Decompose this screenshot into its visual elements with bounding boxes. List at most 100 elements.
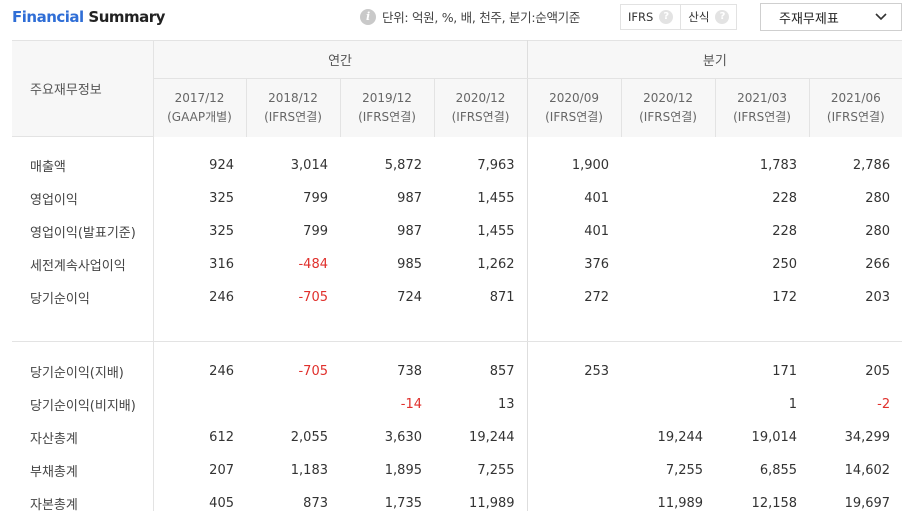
value-cell: 1,455 bbox=[477, 223, 515, 239]
chevron-down-icon bbox=[875, 13, 887, 21]
value-cell bbox=[621, 388, 715, 421]
value-cell: 272 bbox=[526, 280, 622, 314]
value-cell: 738 bbox=[397, 363, 422, 379]
column-header: 2018/12 (IFRS연결) bbox=[245, 78, 340, 137]
table-row[interactable]: 영업이익(발표기준) 325 799 987 1,455 401 228 280 bbox=[12, 214, 902, 248]
table-row[interactable]: 자본총계 405 873 1,735 11,989 11,989 12,158 19,697 bbox=[12, 486, 902, 511]
value-cell: -14 bbox=[400, 396, 422, 412]
value-cell: 7,255 bbox=[665, 462, 704, 478]
formula-option[interactable]: 산식 ? bbox=[680, 5, 736, 29]
value-cell: 228 bbox=[772, 223, 798, 239]
value-cell: 11,989 bbox=[469, 495, 515, 511]
value-cell: 246 bbox=[152, 354, 246, 388]
column-basis: (GAAP개별) bbox=[167, 109, 232, 124]
column-header: 2020/09 (IFRS연결) bbox=[526, 78, 622, 137]
column-period: 2018/12 bbox=[268, 90, 318, 105]
value-cell bbox=[621, 149, 715, 182]
value-cell: 857 bbox=[489, 363, 515, 379]
value-cell: 1 bbox=[788, 396, 798, 412]
value-cell bbox=[621, 182, 715, 215]
table-row[interactable]: 당기순이익(지배) 246 -705 738 857 253 171 205 bbox=[12, 354, 902, 388]
row-label: 영업이익 bbox=[30, 192, 78, 208]
value-cell: 253 bbox=[526, 354, 622, 388]
row-label: 부채총계 bbox=[30, 464, 78, 480]
table-row[interactable]: 세전계속사업이익 316 -484 985 1,262 376 250 266 bbox=[12, 247, 902, 281]
value-cell: -705 bbox=[298, 289, 328, 305]
table-row[interactable]: 자산총계 612 2,055 3,630 19,244 19,244 19,014 34,29… bbox=[12, 420, 902, 454]
value-cell: 325 bbox=[152, 214, 246, 248]
ifrs-option[interactable]: IFRS ? bbox=[621, 5, 680, 29]
value-cell: 1,455 bbox=[477, 190, 515, 206]
value-cell: 873 bbox=[303, 495, 328, 511]
value-cell: -705 bbox=[298, 363, 328, 379]
title-summary: Summary bbox=[88, 8, 165, 26]
row-label: 당기순이익(지배) bbox=[30, 365, 124, 381]
spacer-row bbox=[12, 136, 902, 149]
column-period: 2017/12 bbox=[174, 90, 225, 105]
value-cell: 924 bbox=[152, 148, 246, 182]
value-cell: 3,014 bbox=[290, 157, 328, 173]
value-cell: 280 bbox=[865, 190, 891, 206]
row-label: 당기순이익 bbox=[30, 291, 90, 307]
value-cell bbox=[526, 387, 622, 421]
help-icon[interactable]: ? bbox=[659, 10, 674, 24]
column-basis: (IFRS연결) bbox=[545, 109, 603, 124]
dropdown-value: 주재무제표 bbox=[779, 11, 839, 27]
info-icon[interactable]: i bbox=[360, 8, 376, 25]
value-cell: 1,262 bbox=[477, 256, 515, 272]
row-label: 영업이익(발표기준) bbox=[30, 225, 136, 241]
column-period: 2021/06 bbox=[830, 90, 881, 105]
statement-type-dropdown[interactable]: 주재무제표 bbox=[760, 3, 902, 31]
value-cell: 7,963 bbox=[477, 157, 515, 173]
column-basis: (IFRS연결) bbox=[733, 109, 791, 124]
value-cell: 987 bbox=[397, 190, 422, 206]
ifrs-label: IFRS bbox=[628, 10, 654, 24]
value-cell bbox=[621, 248, 715, 281]
value-cell: 405 bbox=[152, 486, 246, 511]
section-title: Financial Summary bbox=[12, 8, 165, 26]
column-period: 2020/12 bbox=[455, 90, 506, 105]
value-cell: -484 bbox=[298, 256, 328, 272]
spacer-row bbox=[12, 313, 903, 342]
value-cell: 1,783 bbox=[759, 157, 798, 173]
column-basis: (IFRS연결) bbox=[264, 109, 322, 124]
value-cell: 19,244 bbox=[657, 429, 704, 445]
value-cell: 985 bbox=[397, 256, 422, 272]
value-cell: 13 bbox=[498, 396, 515, 412]
column-basis: (IFRS연결) bbox=[451, 109, 510, 124]
value-cell: 1,900 bbox=[526, 148, 622, 182]
help-icon[interactable]: ? bbox=[715, 10, 730, 24]
row-label: 자본총계 bbox=[30, 497, 78, 511]
column-period: 2020/12 bbox=[643, 90, 693, 105]
table-row[interactable]: 매출액 924 3,014 5,872 7,963 1,900 1,783 2,786 bbox=[12, 148, 902, 182]
value-cell bbox=[526, 453, 622, 487]
value-cell: 724 bbox=[397, 289, 422, 305]
value-cell: 19,697 bbox=[844, 495, 891, 511]
table-row[interactable]: 부채총계 207 1,183 1,895 7,255 7,255 6,855 14,602 bbox=[12, 453, 902, 487]
view-options: IFRS ? 산식 ? bbox=[620, 4, 738, 30]
value-cell: 250 bbox=[772, 256, 798, 272]
value-cell: 799 bbox=[303, 190, 328, 206]
value-cell: 1,895 bbox=[384, 462, 422, 478]
table-row[interactable]: 당기순이익(비지배) -14 13 1 -2 bbox=[12, 387, 902, 421]
column-header: 2017/12 (GAAP개별) bbox=[152, 78, 246, 137]
value-cell: 612 bbox=[152, 420, 246, 454]
column-basis: (IFRS연결) bbox=[639, 109, 697, 124]
value-cell: 205 bbox=[865, 363, 891, 379]
value-cell bbox=[621, 215, 715, 248]
value-cell: 12,158 bbox=[751, 495, 798, 511]
table-row[interactable]: 영업이익 325 799 987 1,455 401 228 280 bbox=[12, 181, 902, 215]
value-cell: 207 bbox=[152, 453, 246, 487]
group-annual: 연간 bbox=[152, 40, 528, 79]
row-label: 당기순이익(비지배) bbox=[30, 398, 136, 414]
value-cell: 19,014 bbox=[751, 429, 798, 445]
value-cell: 7,255 bbox=[477, 462, 515, 478]
column-header: 2019/12 (IFRS연결) bbox=[339, 78, 434, 137]
value-cell: 2,786 bbox=[852, 157, 891, 173]
table-row[interactable]: 당기순이익 246 -705 724 871 272 172 203 bbox=[12, 280, 902, 314]
row-label: 자산총계 bbox=[30, 431, 78, 447]
value-cell: 376 bbox=[526, 247, 622, 281]
row-header-label: 주요재무정보 bbox=[12, 40, 153, 137]
value-cell: 3,630 bbox=[384, 429, 422, 445]
value-cell: 1,183 bbox=[290, 462, 328, 478]
